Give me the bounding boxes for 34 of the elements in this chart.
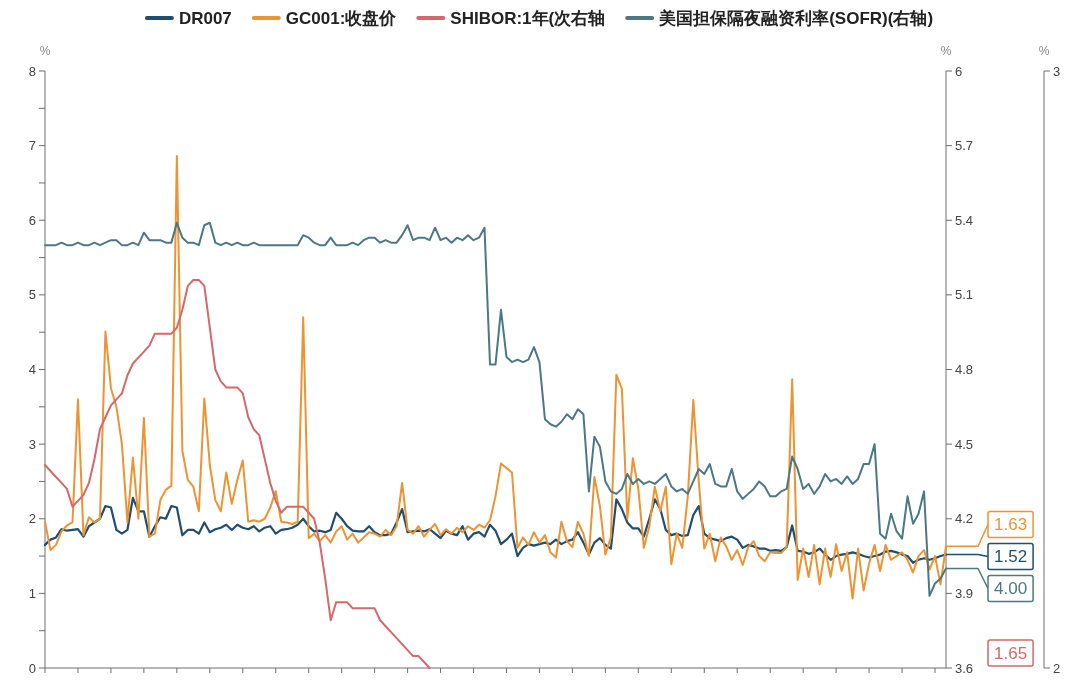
- y-tick-label: 4: [28, 362, 36, 377]
- legend-label: SHIBOR:1年(次右轴: [450, 8, 606, 28]
- data-label: 4.00: [994, 578, 1028, 598]
- data-label: 1.63: [994, 514, 1028, 534]
- y2-axis-title: %: [940, 44, 952, 58]
- y-tick-label: 3: [28, 436, 36, 452]
- data-label: 1.63: [987, 510, 1034, 539]
- y2-tick-label: 5.7: [955, 138, 974, 154]
- y-tick-label: 2: [28, 511, 36, 527]
- y2-tick-label: 6: [955, 63, 963, 79]
- y2-tick-label: 5.4: [955, 212, 974, 228]
- y-axis-title: %: [39, 44, 51, 58]
- data-label: 1.52: [987, 542, 1034, 571]
- y2-tick-label: 4.2: [955, 511, 974, 527]
- y-tick-label: 8: [28, 63, 36, 79]
- y2-tick-label: 3.6: [955, 660, 974, 676]
- y2-tick-label: 4.8: [955, 362, 974, 377]
- data-label: 4.00: [987, 574, 1034, 603]
- legend-label: DR007: [178, 8, 232, 28]
- y3-axis-title: %: [1038, 44, 1050, 58]
- y2-tick-label: 5.1: [955, 287, 974, 303]
- legend-label: GC001:收盘价: [285, 8, 398, 28]
- annotation: 1.65: [987, 639, 1034, 667]
- y-tick-label: 1: [28, 585, 36, 601]
- y2-tick-label: 3.9: [955, 585, 974, 601]
- y-tick-label: 7: [28, 138, 36, 154]
- y-tick-label: 0: [28, 660, 36, 676]
- y-tick-label: 6: [28, 212, 36, 228]
- legend-label: 美国担保隔夜融资利率(SOFR)(右轴): [658, 8, 934, 28]
- data-label: 1.52: [994, 546, 1028, 566]
- y3-tick-label: 2: [1053, 660, 1061, 676]
- y-tick-label: 5: [28, 287, 36, 303]
- y2-tick-label: 4.5: [955, 436, 974, 452]
- y3-tick-label: 3: [1053, 63, 1061, 79]
